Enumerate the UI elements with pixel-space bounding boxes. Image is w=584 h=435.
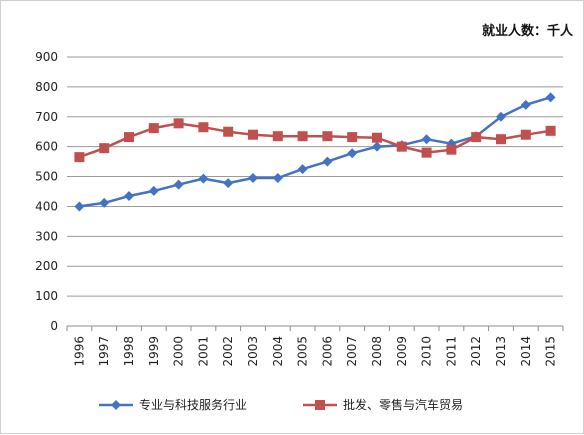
- y-tick-label: 100: [35, 289, 58, 303]
- data-point-series-2: [124, 132, 134, 143]
- data-point-series-2: [421, 147, 432, 158]
- x-tick-label: 2004: [271, 336, 285, 367]
- axes: 0 100 200 300 400 500 600 700 800 900 1996 1997 1998…: [35, 50, 564, 367]
- x-tick-label: 2002: [221, 336, 235, 367]
- x-tick-label: 1997: [97, 336, 111, 367]
- x-tick-label: 2010: [420, 336, 434, 367]
- data-point-series-2: [446, 144, 457, 155]
- unit-label: 就业人数：千人: [482, 23, 574, 39]
- legend-marker-1: [111, 400, 121, 410]
- legend-label-2: 批发、零售与汽车贸易: [343, 397, 463, 412]
- data-point-series-1: [223, 178, 234, 189]
- x-tick-label: 2007: [345, 336, 359, 367]
- data-point-series-2: [198, 122, 209, 133]
- x-tick-label: 1998: [122, 336, 136, 367]
- series-layer: [74, 92, 556, 212]
- x-tick-label: 2011: [444, 336, 458, 367]
- data-point-series-1: [198, 173, 209, 184]
- x-tick-label: 2013: [494, 336, 508, 367]
- data-point-series-1: [173, 179, 184, 190]
- data-point-series-1: [496, 111, 506, 122]
- y-tick-label: 600: [35, 140, 58, 154]
- x-tick-label: 2005: [296, 336, 310, 367]
- x-tick-label: 2001: [196, 336, 210, 367]
- x-tick-label: 2003: [246, 336, 260, 367]
- data-point-series-1: [421, 134, 432, 145]
- data-point-series-2: [297, 131, 308, 142]
- x-tick-label: 1999: [147, 336, 161, 367]
- data-point-series-1: [322, 156, 333, 167]
- y-tick-label: 200: [35, 259, 58, 273]
- data-point-series-1: [74, 201, 85, 212]
- data-point-series-2: [520, 129, 531, 140]
- data-point-series-2: [74, 152, 85, 163]
- data-point-series-2: [248, 129, 258, 140]
- data-point-series-2: [223, 126, 234, 137]
- data-point-series-2: [347, 132, 358, 143]
- x-tick-label: 1996: [72, 336, 86, 367]
- data-point-series-1: [520, 99, 531, 110]
- y-tick-label: 500: [35, 170, 58, 184]
- data-point-series-2: [372, 132, 382, 143]
- data-point-series-2: [545, 125, 556, 136]
- legend-label-1: 专业与科技服务行业: [139, 397, 247, 412]
- y-tick-label: 300: [35, 229, 58, 243]
- legend: 专业与科技服务行业 批发、零售与汽车贸易: [99, 397, 463, 412]
- y-tick-label: 700: [35, 110, 58, 124]
- x-tick-label: 2006: [320, 336, 334, 367]
- data-point-series-1: [248, 173, 258, 184]
- legend-marker-2: [315, 400, 325, 410]
- data-point-series-2: [173, 118, 184, 129]
- data-point-series-2: [396, 141, 407, 152]
- data-point-series-2: [471, 132, 482, 143]
- data-point-series-1: [297, 164, 308, 175]
- data-point-series-1: [372, 141, 382, 152]
- y-tick-label: 400: [35, 199, 58, 213]
- data-point-series-2: [148, 123, 159, 134]
- x-tick-label: 2008: [370, 336, 384, 367]
- data-point-series-1: [347, 148, 358, 159]
- data-point-series-2: [272, 131, 283, 142]
- x-tick-label: 2000: [172, 336, 186, 367]
- data-point-series-2: [99, 143, 110, 154]
- data-point-series-2: [496, 134, 506, 145]
- y-tick-label: 900: [35, 50, 58, 64]
- data-point-series-1: [272, 173, 283, 184]
- x-tick-label: 2012: [469, 336, 483, 367]
- data-point-series-2: [322, 131, 333, 142]
- data-point-series-1: [148, 185, 159, 196]
- x-tick-label: 2009: [395, 336, 409, 367]
- x-tick-label: 2015: [544, 336, 558, 367]
- y-tick-label: 0: [50, 319, 58, 333]
- data-point-series-1: [99, 197, 110, 208]
- data-point-series-1: [124, 190, 134, 201]
- x-tick-label: 2014: [519, 336, 533, 367]
- y-tick-label: 800: [35, 80, 58, 94]
- gridlines: [67, 56, 563, 297]
- data-point-series-1: [545, 92, 556, 103]
